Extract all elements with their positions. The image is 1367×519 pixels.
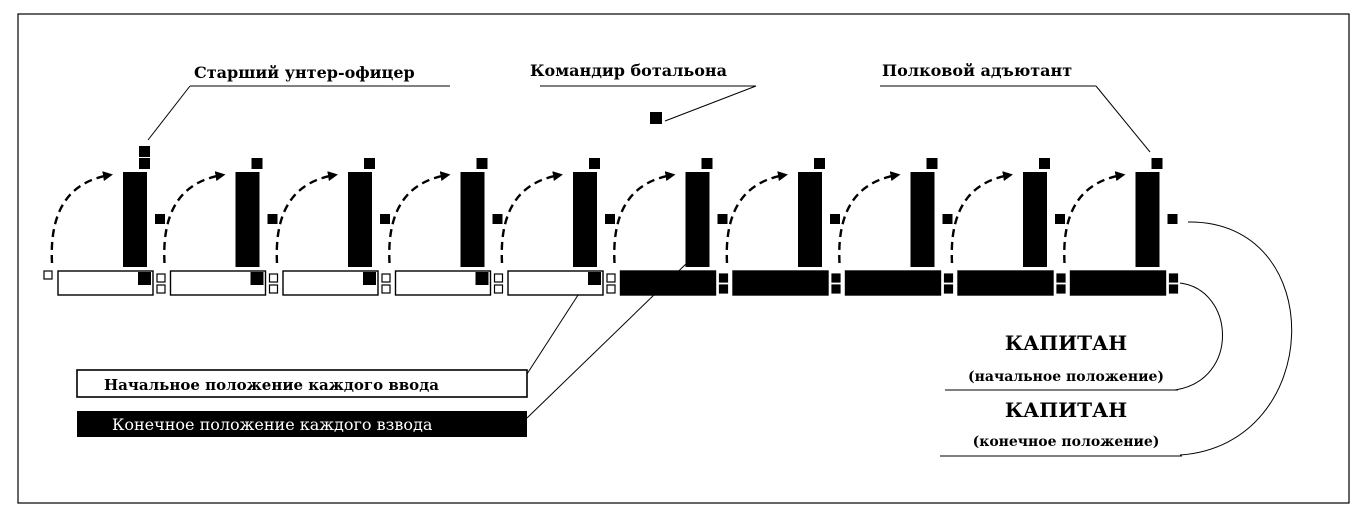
officer-marker <box>589 158 600 169</box>
row-end-marker <box>588 272 601 285</box>
file-closer-square <box>493 273 504 283</box>
officer-marker <box>1039 158 1050 169</box>
officer-marker <box>1151 158 1163 169</box>
diagram-frame <box>17 13 1350 504</box>
platoon-wheeled-bar <box>685 172 710 267</box>
guide-marker <box>380 214 390 224</box>
guide-marker <box>267 214 278 224</box>
legend-final-swatch <box>77 411 527 437</box>
platoon-initial-position <box>57 270 154 296</box>
platoon-initial-position <box>282 270 379 296</box>
wheel-arrow <box>388 171 451 264</box>
wheel-arrow <box>838 171 901 264</box>
guide-marker <box>830 214 840 224</box>
file-closer-square <box>156 273 166 283</box>
legend-initial-pointer <box>526 291 581 375</box>
officer-marker <box>926 158 938 169</box>
guide-marker <box>942 214 953 224</box>
officer-marker <box>701 158 713 169</box>
regimental-adjutant-label: Полковой адъютант <box>882 61 1072 80</box>
wheel-arrow <box>1063 171 1126 264</box>
file-closer-square <box>381 284 391 294</box>
guide-marker <box>717 214 728 224</box>
wheel-arrow <box>725 171 788 264</box>
file-closer-square <box>831 284 841 294</box>
legend-final-label: Конечное положение каждого взвода <box>112 415 433 434</box>
platoon-wheeled-bar <box>235 172 260 267</box>
battalion-commander-marker <box>650 112 662 124</box>
platoon-final-position <box>619 270 717 296</box>
guide-marker <box>155 214 165 224</box>
platoon-wheeled-bar <box>1135 172 1160 267</box>
file-closer-square <box>1056 273 1066 283</box>
captain-initial-curve <box>1174 282 1223 391</box>
file-closer-square <box>268 273 279 283</box>
file-closer-square <box>943 273 954 283</box>
guide-marker <box>605 214 615 224</box>
file-closer-square <box>606 273 616 283</box>
officer-marker <box>476 158 488 169</box>
guide-marker <box>1167 214 1178 224</box>
platoon-final-position <box>732 270 829 296</box>
file-marker-square <box>43 270 53 280</box>
battalion-commander-label: Командир ботальона <box>530 61 727 80</box>
platoon-wheeled-bar <box>910 172 935 267</box>
wheel-arrow <box>613 171 676 264</box>
platoon-group <box>43 146 1179 296</box>
platoon-final-position <box>1069 270 1167 296</box>
captain-final-title: КАПИТАН <box>1005 398 1127 422</box>
officer-marker <box>139 146 150 157</box>
platoon-wheeled-bar <box>573 172 597 267</box>
row-end-marker <box>363 272 376 285</box>
guide-marker <box>492 214 503 224</box>
captain-final-subtitle: (конечное положение) <box>973 434 1160 450</box>
platoon-wheeled-bar <box>1023 172 1047 267</box>
wheel-arrow <box>163 171 226 264</box>
row-end-marker <box>475 272 489 285</box>
guide-marker <box>1055 214 1065 224</box>
captain-initial-subtitle: (начальное положение) <box>968 369 1164 385</box>
legend-initial-swatch <box>76 369 528 398</box>
senior-nco-pointer <box>147 85 191 141</box>
platoon-initial-position <box>394 270 492 296</box>
wheel-arrow <box>500 171 563 264</box>
file-closer-square <box>1168 273 1179 283</box>
regimental-adjutant-pointer <box>1095 85 1151 153</box>
officer-marker <box>814 158 825 169</box>
officer-marker <box>139 158 150 169</box>
file-closer-square <box>381 273 391 283</box>
file-closer-square <box>606 284 616 294</box>
file-closer-square <box>268 284 279 294</box>
legend-initial-label: Начальное положение каждого ввода <box>104 376 439 394</box>
wheel-arrow <box>50 171 113 264</box>
file-closer-square <box>1056 284 1066 294</box>
file-closer-square <box>943 284 954 294</box>
platoon-final-position <box>957 270 1054 296</box>
connector-lines <box>147 85 1293 457</box>
wheel-arrow <box>950 171 1013 264</box>
battalion-commander-pointer <box>664 85 757 122</box>
file-closer-square <box>831 273 841 283</box>
file-closer-square <box>1168 284 1179 294</box>
captain-initial-title: КАПИТАН <box>1005 331 1127 355</box>
officer-marker <box>364 158 375 169</box>
row-end-marker <box>138 272 151 285</box>
file-closer-square <box>718 273 729 283</box>
captain-final-curve <box>1179 221 1293 456</box>
platoon-wheeled-bar <box>798 172 822 267</box>
platoon-wheeled-bar <box>348 172 372 267</box>
platoon-initial-position <box>169 270 267 296</box>
platoon-initial-position <box>507 270 604 296</box>
senior-nco-label: Старший унтер-офицер <box>194 63 415 82</box>
officer-marker <box>251 158 263 169</box>
wheel-arrow <box>275 171 338 264</box>
platoon-wheeled-bar <box>123 172 147 267</box>
row-end-marker <box>250 272 264 285</box>
platoon-final-position <box>844 270 942 296</box>
file-closer-square <box>493 284 504 294</box>
file-closer-square <box>156 284 166 294</box>
platoon-wheeled-bar <box>460 172 485 267</box>
file-closer-square <box>718 284 729 294</box>
